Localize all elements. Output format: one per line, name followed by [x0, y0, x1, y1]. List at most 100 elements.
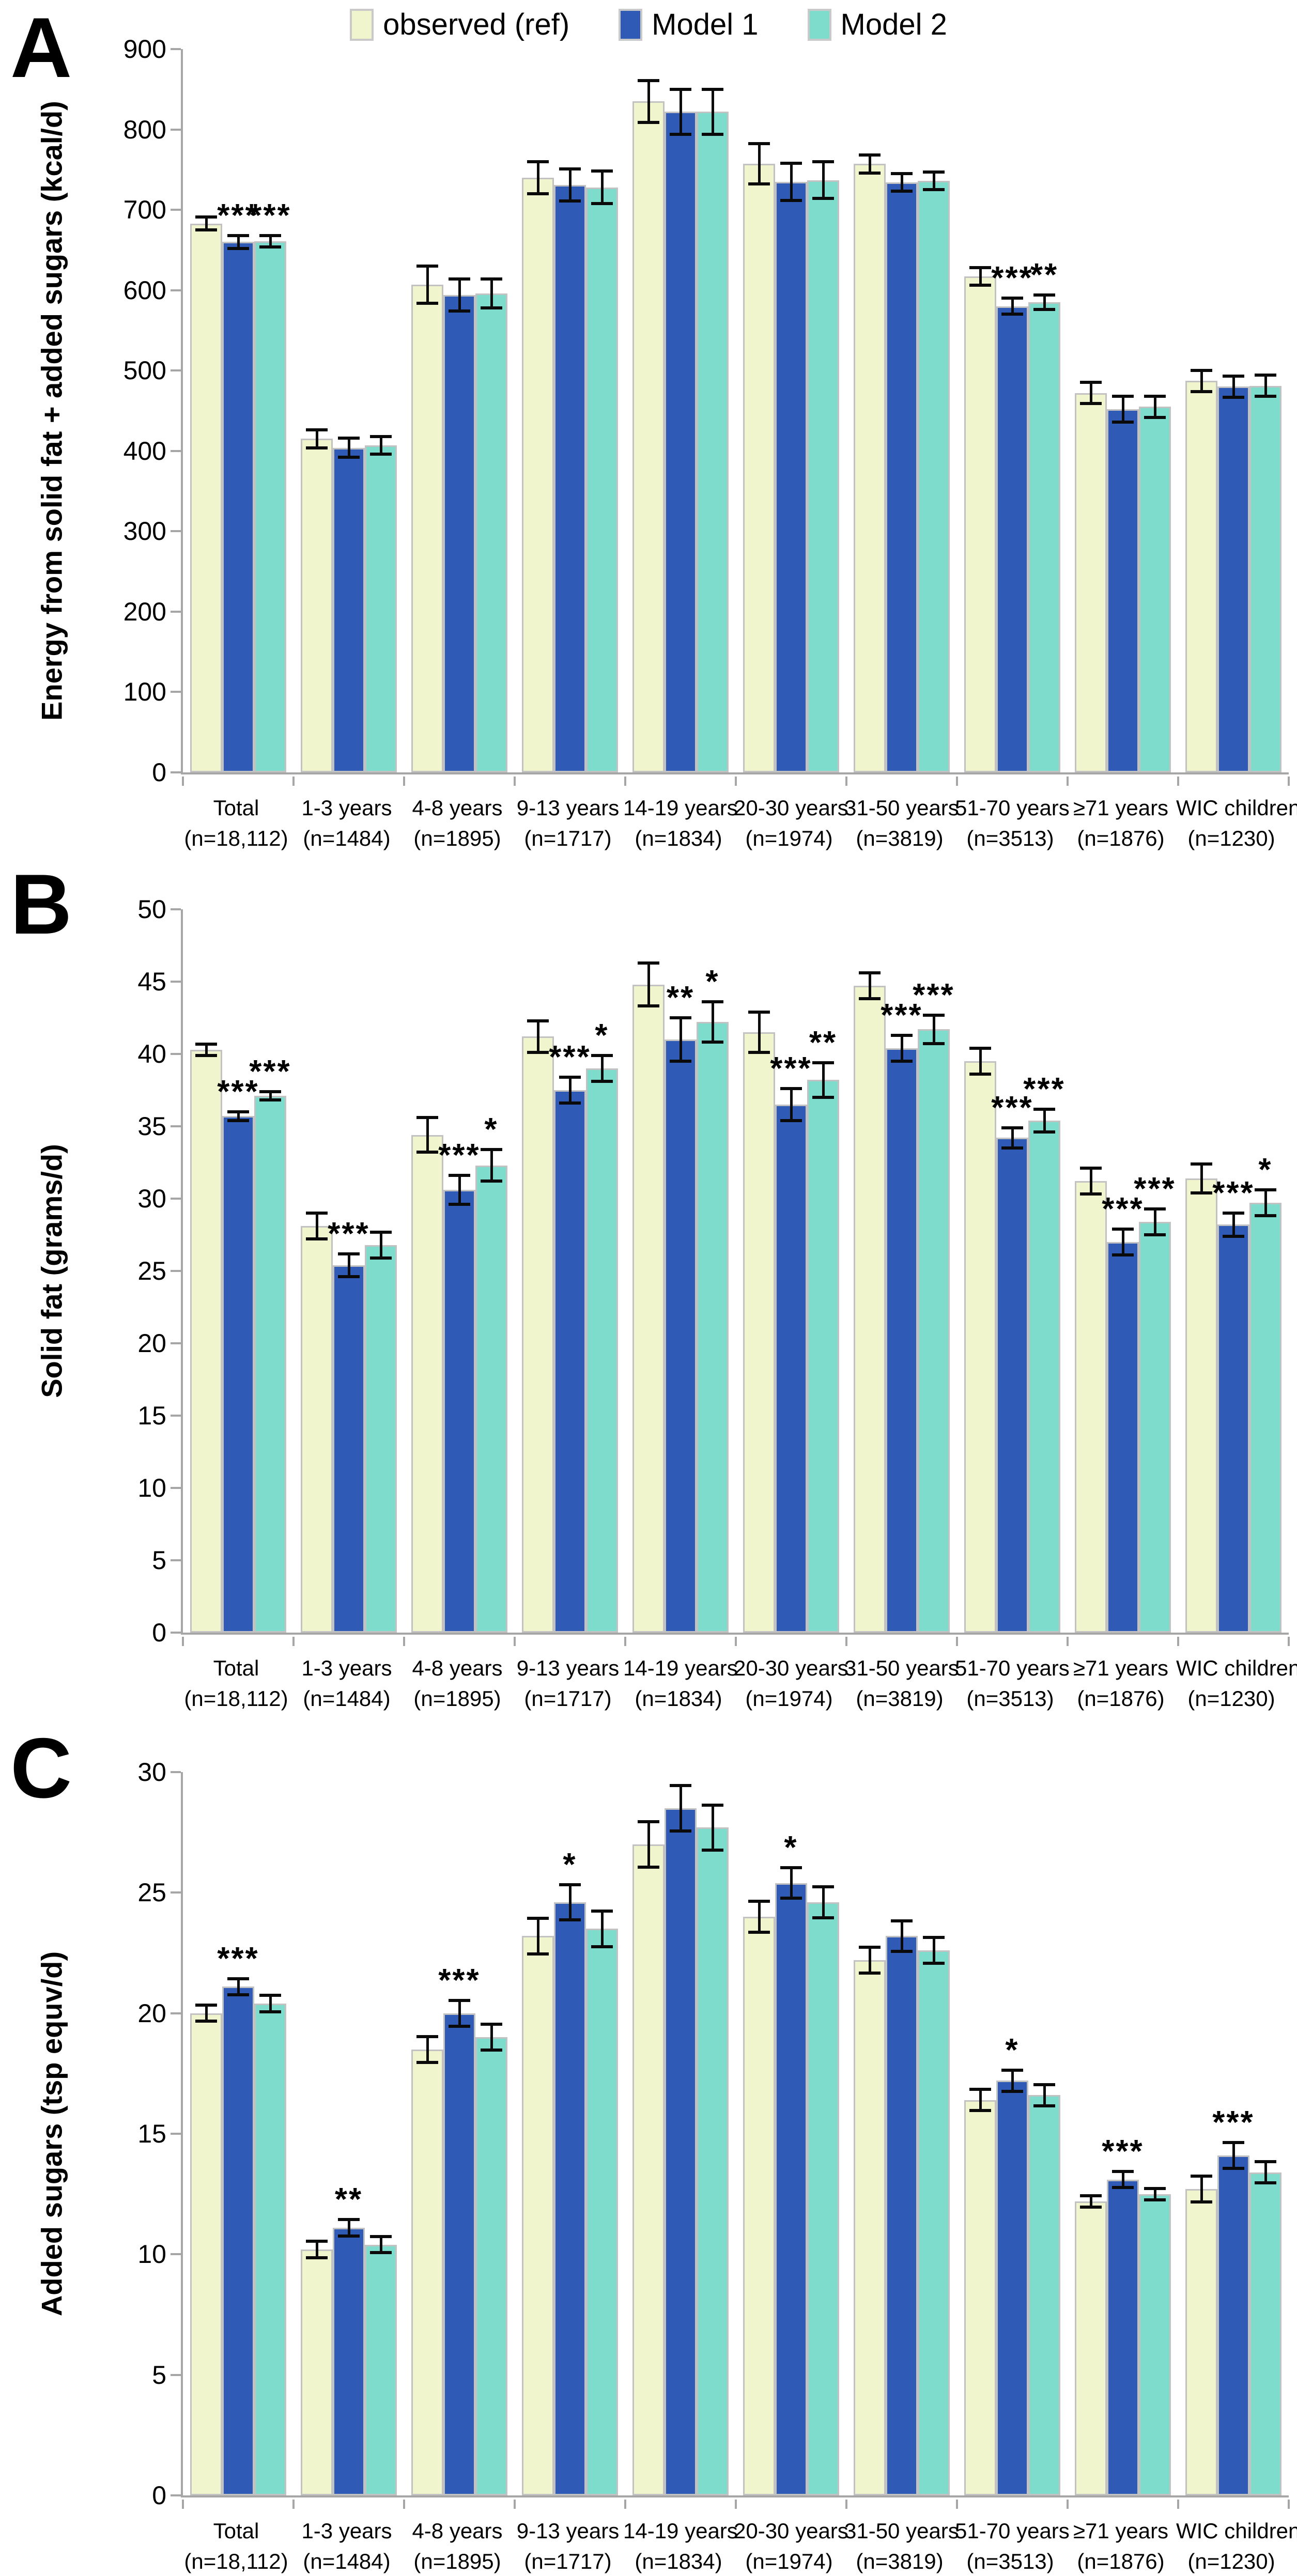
- bar-slot: [665, 49, 697, 772]
- error-bar: [1001, 2069, 1023, 2093]
- bar-model1: [886, 1048, 918, 1633]
- error-bar-cap-top: [1033, 2083, 1055, 2087]
- panel-c-label: C: [10, 1720, 72, 1815]
- category-n: (n=1230): [1187, 2549, 1275, 2573]
- error-bar-cap-bottom: [449, 1203, 470, 1206]
- error-bar: [449, 277, 470, 313]
- error-bar-cap-bottom: [780, 1897, 802, 1900]
- error-bar-line: [1121, 1228, 1124, 1256]
- error-bar: [859, 153, 881, 175]
- y-tick-label: 20: [137, 1998, 166, 2028]
- bar-model2: [586, 1068, 618, 1633]
- bar-observed: [1185, 1178, 1217, 1633]
- error-bar-cap-top: [1001, 2069, 1023, 2072]
- bar-slot: ***: [249, 49, 290, 772]
- bar-model1: [996, 1138, 1028, 1633]
- error-bar: [559, 167, 581, 203]
- category-label: 4-8 years (n=1895): [402, 2516, 513, 2576]
- error-bar-cap-top: [812, 160, 834, 163]
- error-bar-cap-top: [748, 142, 770, 146]
- error-bar-line: [822, 160, 825, 200]
- error-bar: [670, 87, 691, 136]
- bar-slot: [475, 1772, 507, 2495]
- category-name: 51-70 years: [955, 2519, 1070, 2543]
- x-tick: [514, 1637, 516, 1646]
- error-bar-cap-bottom: [670, 1059, 691, 1063]
- error-bar-cap-top: [1144, 1207, 1166, 1211]
- bar-slot: *: [996, 1772, 1028, 2495]
- bar-observed: [411, 2049, 443, 2495]
- error-bar-line: [205, 215, 208, 232]
- x-tick: [624, 1637, 626, 1646]
- bar-model1: [222, 242, 254, 772]
- y-tick-label: 900: [123, 35, 166, 64]
- bar-slot: [365, 49, 397, 772]
- category-name: Total: [213, 796, 259, 820]
- error-bar: [370, 434, 392, 456]
- bar-observed: [632, 101, 665, 772]
- error-bar-cap-bottom: [748, 1930, 770, 1934]
- error-bar: [1001, 297, 1023, 316]
- bar-slot: ***: [1102, 909, 1142, 1633]
- error-bar: [338, 436, 360, 459]
- bar-observed: [301, 2249, 333, 2495]
- bar-group: [404, 49, 515, 772]
- category-name: WIC children: [1176, 796, 1297, 820]
- bar-model1: [1107, 409, 1139, 772]
- bar-model1: [443, 295, 475, 772]
- error-bar-line: [979, 2088, 982, 2112]
- bar-group: *: [957, 1772, 1068, 2495]
- error-bar: [416, 1116, 438, 1154]
- error-bar-line: [790, 1087, 793, 1122]
- error-bar-cap-bottom: [1112, 2186, 1134, 2190]
- error-bar-cap-bottom: [670, 1829, 691, 1833]
- bar-group: *: [515, 1772, 625, 2495]
- error-bar-line: [1264, 2160, 1267, 2184]
- error-bar-cap-bottom: [638, 1865, 659, 1869]
- error-bar-cap-top: [1255, 2160, 1276, 2164]
- category-label: 51-70 years (n=3513): [955, 1653, 1070, 1714]
- bar-group: [1068, 49, 1178, 772]
- bar-group: [625, 1772, 736, 2495]
- x-tick: [845, 1637, 847, 1646]
- bar-slot: [964, 49, 996, 772]
- x-tick: [292, 777, 295, 786]
- error-bar-line: [1011, 297, 1014, 316]
- bar-group: [1178, 49, 1289, 772]
- error-bar-cap-bottom: [1144, 1233, 1166, 1236]
- error-bar-line: [647, 1820, 650, 1869]
- error-bar-cap-top: [416, 264, 438, 268]
- error-bar-cap-top: [670, 87, 691, 91]
- category-name: Total: [213, 2519, 259, 2543]
- error-bar-line: [347, 1252, 350, 1278]
- error-bar-cap-top: [416, 2035, 438, 2038]
- error-bar-cap-bottom: [1144, 415, 1166, 419]
- error-bar-cap-bottom: [1001, 313, 1023, 316]
- error-bar: [1191, 369, 1212, 393]
- bar-slot: [632, 1772, 665, 2495]
- error-bar-cap-bottom: [259, 245, 281, 249]
- bar-slot: [854, 1772, 886, 2495]
- error-bar-cap-bottom: [306, 1237, 328, 1241]
- category-label: 31-50 years (n=3819): [844, 793, 959, 854]
- error-bar: [638, 79, 659, 124]
- bar-model1: [1217, 2155, 1249, 2495]
- category-label: 1-3 years (n=1484): [291, 2516, 402, 2576]
- error-bar-cap-top: [195, 1042, 217, 1046]
- bar-observed: [522, 1936, 554, 2495]
- bar-slot: [1185, 909, 1217, 1633]
- error-bar-cap-top: [449, 1998, 470, 2002]
- error-bar-cap-bottom: [227, 246, 249, 250]
- panel-a-label: A: [10, 0, 72, 95]
- category-n: (n=1876): [1077, 1686, 1165, 1711]
- significance-stars: ***: [1212, 2104, 1255, 2140]
- error-bar: [306, 2240, 328, 2259]
- error-bar-cap-top: [1223, 2141, 1244, 2144]
- bar-model1: [665, 112, 697, 772]
- bar-slot: [190, 49, 222, 772]
- bar-model2: [1139, 2194, 1171, 2495]
- error-bar: [591, 1054, 613, 1083]
- error-bar: [812, 1885, 834, 1919]
- error-bar-line: [647, 79, 650, 124]
- error-bar: [923, 170, 945, 192]
